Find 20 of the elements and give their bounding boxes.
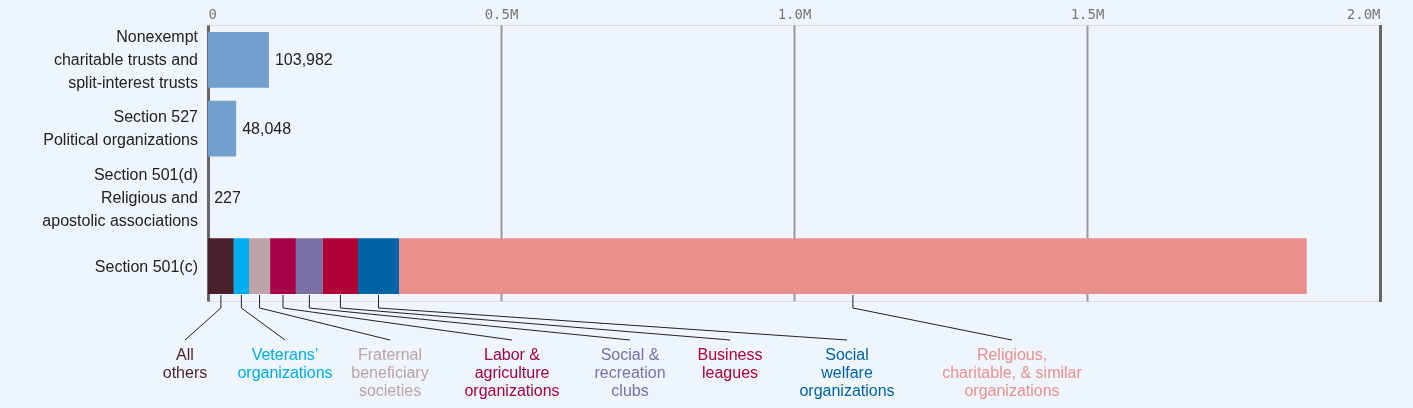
text: Labor & agriculture organizations: [464, 346, 560, 399]
text: Social & recreation clubs: [594, 346, 666, 399]
x-tick-label: 1.0M: [777, 5, 812, 22]
y-tick-label: Nonexempt charitable trusts and split-interest trusts: [53, 27, 199, 91]
y-tick-label: Section 501(c): [94, 257, 198, 275]
x-tick-label: 0.5M: [484, 5, 519, 22]
x-tick-label: 0: [208, 5, 217, 22]
text: Fraternal beneficiary societies: [351, 346, 429, 399]
data-label: 227: [214, 188, 241, 206]
y-tick-label: Section 527 Political organizations: [43, 108, 199, 148]
text: Religious, charitable, & similar organizations: [942, 346, 1083, 399]
text: All others: [162, 346, 208, 381]
x-tick-label: 1.5M: [1070, 5, 1105, 22]
text: Veterans’ organizations: [237, 346, 333, 381]
data-label: 103,982: [274, 50, 333, 68]
data-label: 48,048: [242, 119, 292, 137]
text: Business leagues: [697, 346, 763, 381]
text: Social welfare organizations: [799, 346, 895, 399]
x-tick-label: 2.0M: [1346, 5, 1381, 22]
y-tick-label: Section 501(d) Religious and apostolic associations: [42, 165, 198, 229]
